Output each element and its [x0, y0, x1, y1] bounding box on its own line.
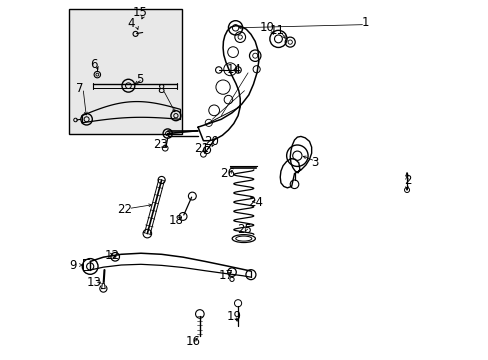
Text: 26: 26 — [220, 167, 235, 180]
Text: 17: 17 — [219, 269, 234, 282]
Text: 11: 11 — [269, 24, 285, 37]
Text: 8: 8 — [157, 83, 164, 96]
Text: 2: 2 — [404, 174, 411, 187]
Text: 6: 6 — [89, 58, 97, 72]
Text: 15: 15 — [132, 6, 147, 19]
Text: 5: 5 — [136, 73, 143, 86]
Text: 12: 12 — [104, 249, 120, 262]
Text: 24: 24 — [247, 196, 262, 209]
Text: 1: 1 — [361, 16, 368, 29]
Text: 14: 14 — [226, 63, 241, 76]
Text: 13: 13 — [87, 276, 102, 289]
Text: 20: 20 — [204, 135, 219, 148]
Text: 21: 21 — [194, 143, 209, 156]
Text: 23: 23 — [153, 138, 168, 151]
Bar — [69, 9, 182, 134]
Text: 25: 25 — [237, 223, 251, 236]
Polygon shape — [102, 284, 105, 289]
Text: 7: 7 — [76, 82, 83, 95]
Text: 3: 3 — [311, 156, 318, 169]
Text: 19: 19 — [226, 310, 241, 323]
Text: 16: 16 — [185, 335, 200, 348]
Text: 4: 4 — [127, 17, 135, 30]
Text: 18: 18 — [168, 214, 183, 227]
Text: 10: 10 — [259, 21, 274, 33]
Text: 22: 22 — [117, 203, 132, 216]
Text: 9: 9 — [69, 258, 77, 271]
